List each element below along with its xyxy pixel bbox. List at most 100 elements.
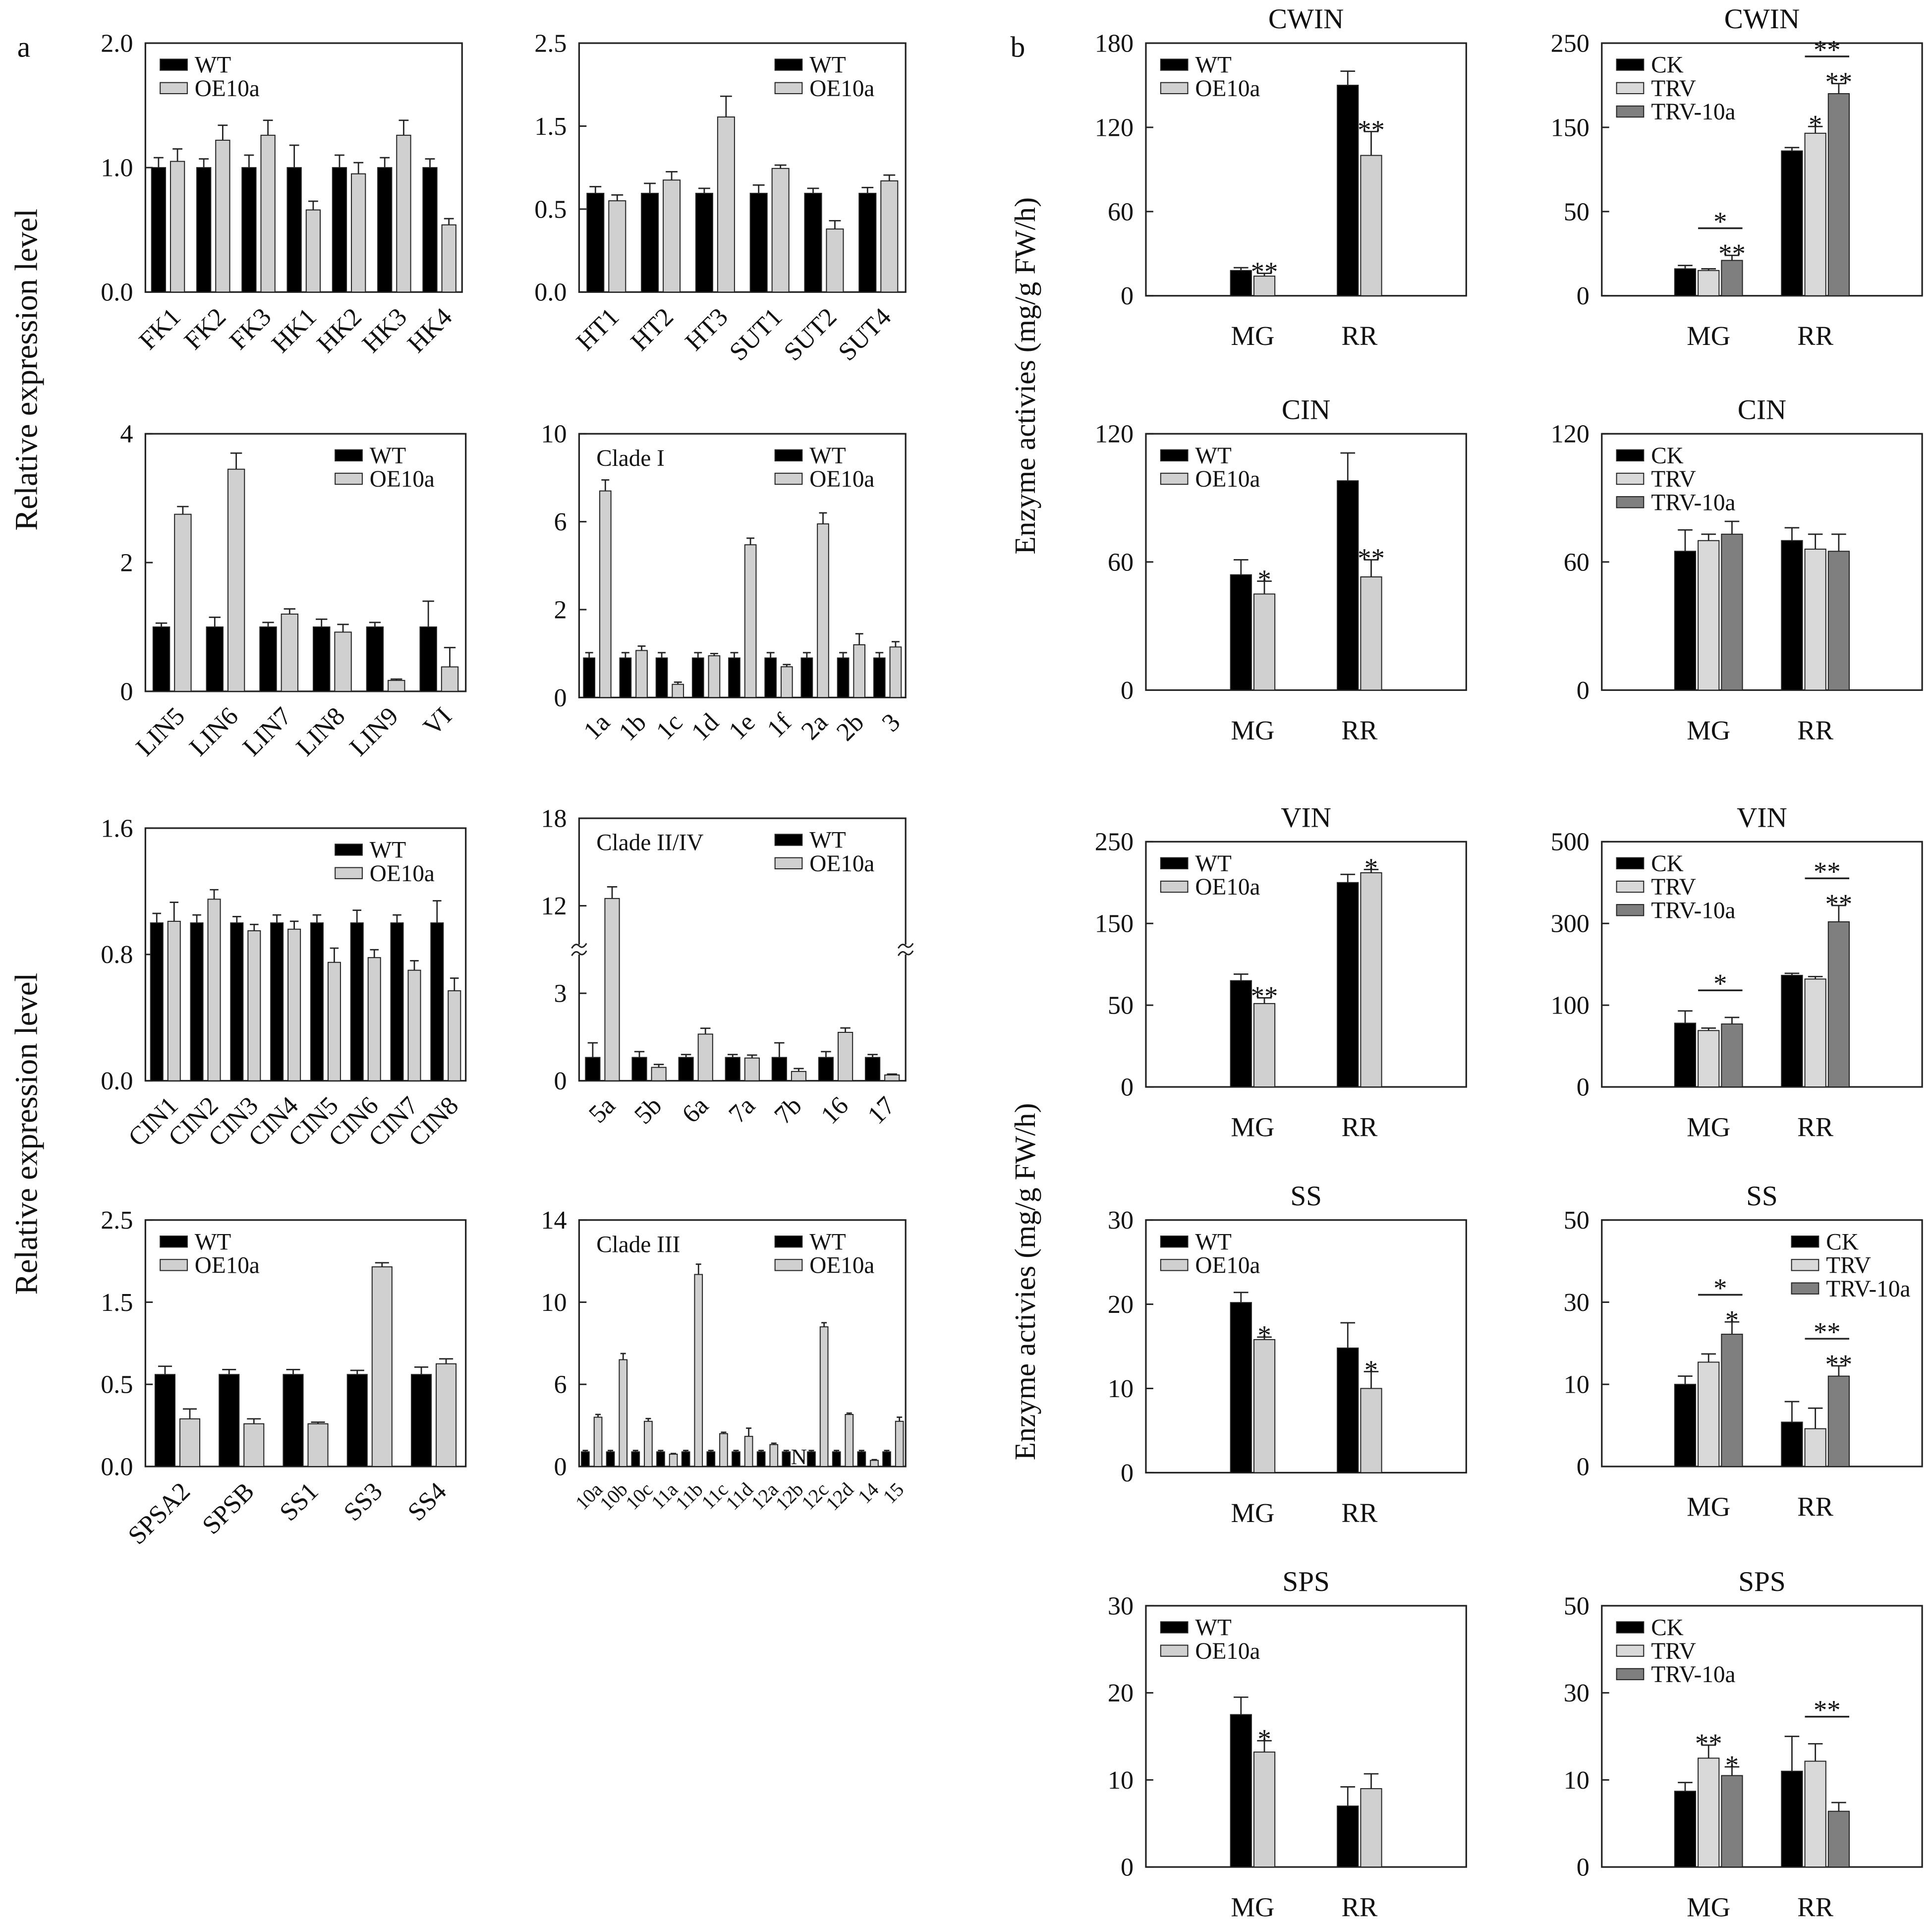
x-tick-label: LIN9 [344,702,404,762]
annotation: * [1257,1724,1271,1754]
error-bar [439,1358,454,1364]
y-tick-label: 300 [1551,909,1590,938]
clade-label: Clade II/IV [596,830,703,856]
bar [669,1454,678,1467]
error-bar [611,194,624,201]
bar [782,1451,791,1467]
x-tick-label: 7b [769,1091,807,1129]
y-tick-label: 10 [541,420,567,449]
x-tick-label: 5b [629,1091,668,1129]
legend-swatch [1160,880,1189,893]
bar [351,173,366,293]
error-bar [875,652,884,658]
bar [873,657,886,698]
x-tick-label: MG [1687,1892,1730,1920]
error-bar [230,452,242,469]
error-bar [730,652,739,658]
legend-label: OE10a [1195,466,1260,492]
error-bar [582,1450,588,1452]
x-tick-label: SS3 [338,1477,388,1527]
bar [1698,1361,1720,1467]
bar [1360,155,1382,296]
x-tick-label: RR [1341,1892,1377,1920]
clade-label: Clade I [596,446,665,471]
y-tick-label: 100 [1551,991,1590,1020]
error-bar [247,1418,261,1424]
annotation: ** [1358,543,1385,573]
bar [728,657,740,698]
plot-frame [1145,841,1467,1088]
bar [1674,1022,1697,1088]
y-tick-label: 1.0 [101,154,133,182]
bar [1253,1751,1276,1868]
error-bar [1831,83,1846,94]
legend-label: TRV [1651,466,1696,492]
bar [764,657,777,698]
legend-swatch [774,58,803,71]
bar [1230,270,1252,296]
plot-frame [578,433,907,698]
bar [717,116,735,293]
legend-label: OE10a [370,466,435,492]
legend-label: OE10a [1195,76,1260,102]
bar [884,1074,900,1081]
x-tick-label: SPSB [197,1477,260,1540]
legend-label: OE10a [1195,874,1260,900]
bar [334,631,352,692]
bar [260,134,276,293]
error-bar [1808,125,1823,133]
error-bar [1831,1802,1846,1811]
x-tick-label: RR [1341,1112,1377,1142]
bar [259,626,277,692]
x-tick-label: FK2 [178,302,231,355]
error-bar [658,652,666,658]
bar [1337,882,1359,1088]
legend-label: OE10a [809,851,874,877]
x-tick-label: HK2 [311,302,367,358]
legend-swatch [1791,1235,1819,1248]
bar [430,922,444,1081]
x-tick-label: 1b [613,708,652,746]
bar [706,1451,716,1467]
error-bar [758,1450,764,1452]
error-bar [177,506,189,514]
error-bar [312,914,322,923]
bar [725,1057,740,1081]
error-bar [311,1421,325,1424]
error-bar [746,537,755,545]
y-tick-label: 0.0 [101,1067,133,1095]
bar [631,1451,640,1467]
error-bar [666,171,678,180]
x-tick-label: MG [1687,321,1730,351]
y-tick-label: 0 [1577,1853,1590,1881]
legend-label: CK [1651,53,1684,78]
x-tick-label: MG [1231,321,1274,351]
y-tick-label: 500 [1551,828,1590,856]
error-bar [1831,1365,1846,1376]
bar [882,1451,891,1467]
bar [635,650,648,698]
annotation: * [1725,1750,1739,1780]
error-bar [1724,1321,1740,1335]
significance-label: ** [1814,1317,1841,1347]
legend-swatch [1160,1644,1189,1657]
bar [1698,1757,1720,1868]
error-bar [683,1450,689,1452]
x-tick-label: MG [1231,715,1274,745]
legend-swatch [1160,449,1189,461]
bar [749,193,768,293]
legend-swatch [1616,105,1645,118]
y-tick-label: 60 [1108,197,1134,226]
bar [756,1451,766,1467]
error-bar [708,1450,714,1452]
x-tick-label: MG [1231,1112,1274,1142]
error-bar [1340,452,1356,481]
x-tick-label: MG [1687,1112,1730,1142]
legend-swatch [774,1235,803,1248]
legend-swatch [335,449,363,461]
plot-frame [144,42,463,293]
legend-label: TRV [1826,1253,1871,1279]
legend-swatch [335,472,363,485]
bar [780,666,793,698]
y-tick-label: 30 [1564,1288,1590,1317]
